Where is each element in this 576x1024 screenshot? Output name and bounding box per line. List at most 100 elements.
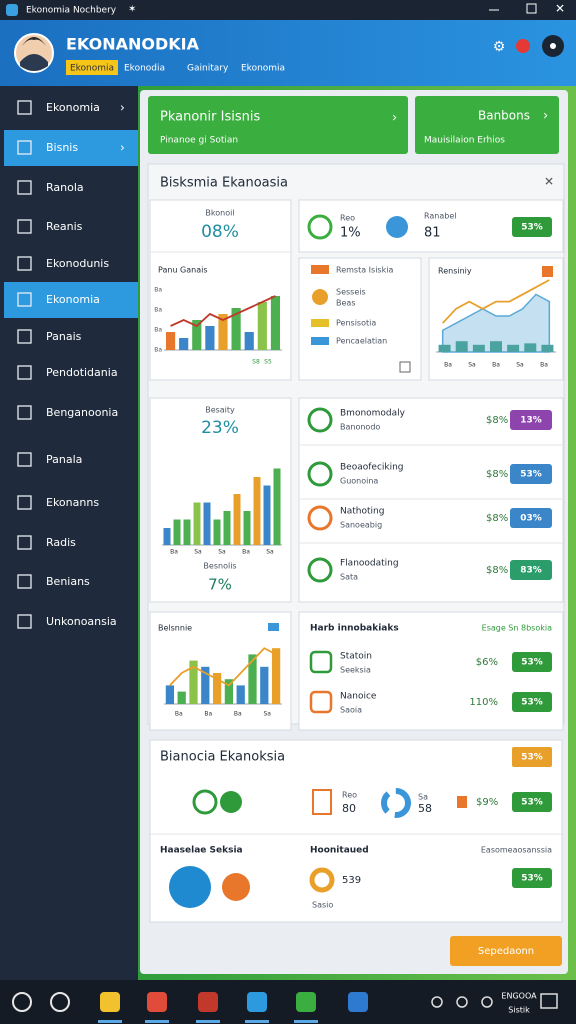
card[interactable]: [415, 96, 559, 154]
row-icon: [307, 407, 333, 433]
sidebar-item[interactable]: Ekonomia: [46, 101, 100, 114]
pill[interactable]: [510, 560, 552, 580]
expand-icon[interactable]: [399, 361, 411, 373]
taskbar-icon[interactable]: [12, 992, 32, 1012]
bar: [212, 673, 222, 704]
sidebar-item[interactable]: Unkonoansia: [46, 615, 117, 628]
sidebar: [0, 86, 138, 980]
taskbar-icon[interactable]: [100, 992, 120, 1012]
taskbar-icon[interactable]: [247, 992, 267, 1012]
pill[interactable]: [512, 747, 552, 767]
sidebar-icon[interactable]: [17, 452, 32, 467]
button-label[interactable]: Sepedaonn: [478, 946, 534, 957]
bar: [192, 320, 202, 350]
pill[interactable]: [512, 217, 552, 237]
x-tick-label: Sa: [266, 549, 274, 556]
pill[interactable]: [512, 652, 552, 672]
settings-icon[interactable]: ⚙: [493, 39, 506, 55]
sidebar-icon[interactable]: [17, 614, 32, 629]
button[interactable]: [450, 936, 562, 966]
list-item: Sesseis: [336, 288, 366, 297]
pill[interactable]: [512, 692, 552, 712]
notification-icon[interactable]: [516, 39, 530, 53]
header-tag[interactable]: Ekonomia: [70, 64, 114, 74]
header-tab[interactable]: Ekonodia: [124, 64, 165, 74]
chart-icon[interactable]: [268, 623, 279, 631]
sidebar-icon[interactable]: [17, 495, 32, 510]
sidebar-item[interactable]: Ekonomia: [46, 293, 100, 306]
tray-icon[interactable]: [456, 996, 468, 1008]
sidebar-item[interactable]: Ekonanns: [46, 496, 99, 509]
sidebar-active[interactable]: [4, 130, 138, 166]
sidebar-item[interactable]: Pendotidania: [46, 366, 118, 379]
header-title: EKONANODKIA: [66, 35, 200, 54]
notification-button[interactable]: [540, 993, 558, 1009]
pill[interactable]: [510, 464, 552, 484]
bar: [472, 344, 485, 352]
sidebar-icon[interactable]: [17, 405, 32, 420]
pill[interactable]: [512, 792, 552, 812]
sidebar-item[interactable]: Benians: [46, 575, 90, 588]
sidebar-active[interactable]: [4, 282, 138, 318]
pin-icon[interactable]: ✶: [128, 4, 136, 15]
bar: [233, 494, 241, 545]
sidebar-item[interactable]: Panala: [46, 453, 82, 466]
sidebar-icon[interactable]: [17, 140, 32, 155]
card-title: Banbons: [478, 109, 530, 123]
sidebar-icon[interactable]: [17, 219, 32, 234]
header-tab[interactable]: Gainitary: [187, 64, 229, 74]
list-icon: [312, 289, 328, 305]
chart-title: Belsnnie: [158, 624, 192, 633]
sidebar-item[interactable]: Radis: [46, 536, 76, 549]
card[interactable]: [148, 96, 408, 154]
icon: [192, 789, 218, 815]
panel-close[interactable]: ✕: [544, 175, 554, 189]
maximize[interactable]: [526, 3, 537, 14]
bar: [218, 314, 228, 350]
row-sub: Seeksia: [340, 666, 371, 675]
header-tag-bg[interactable]: [66, 60, 118, 75]
bar: [165, 685, 175, 704]
pill[interactable]: [510, 410, 552, 430]
sidebar-icon[interactable]: [17, 535, 32, 550]
close[interactable]: ✕: [555, 2, 565, 16]
pill[interactable]: [510, 508, 552, 528]
sidebar-icon[interactable]: [17, 100, 32, 115]
taskbar-icon[interactable]: [50, 992, 70, 1012]
sidebar-arrow[interactable]: ›: [120, 141, 125, 155]
sidebar-item[interactable]: Panais: [46, 330, 82, 343]
row-title: Haaselae Seksia: [160, 846, 243, 856]
sidebar-item[interactable]: Ekonodunis: [46, 257, 109, 270]
row-title: Flanoodating: [340, 559, 399, 569]
sidebar-arrow[interactable]: ›: [120, 101, 125, 115]
taskbar-icon[interactable]: [198, 992, 218, 1012]
sidebar-item[interactable]: Reanis: [46, 220, 83, 233]
header-tab[interactable]: Ekonomia: [241, 64, 285, 74]
tray-icon[interactable]: [431, 996, 443, 1008]
profile-dot: [550, 43, 556, 49]
sidebar-icon[interactable]: [17, 256, 32, 271]
stat-label: Sasio: [312, 901, 333, 910]
chart-icon[interactable]: [542, 266, 553, 277]
tray-icon[interactable]: [481, 996, 493, 1008]
sidebar-item[interactable]: Ranola: [46, 181, 84, 194]
bar: [179, 338, 189, 350]
taskbar-icon[interactable]: [147, 992, 167, 1012]
card-arrow[interactable]: ›: [392, 111, 397, 126]
pill[interactable]: [512, 868, 552, 888]
chart-title: Rensiniy: [438, 267, 472, 276]
sidebar-icon[interactable]: [17, 292, 32, 307]
taskbar-icon[interactable]: [348, 992, 368, 1012]
sidebar-icon[interactable]: [17, 574, 32, 589]
x-tick-label: Ba: [540, 362, 548, 369]
sidebar-item[interactable]: Bisnis: [46, 141, 78, 154]
card-arrow[interactable]: ›: [543, 109, 548, 124]
sidebar-item[interactable]: Benganoonia: [46, 406, 118, 419]
row-title: Hoonitaued: [310, 846, 369, 856]
sidebar-icon[interactable]: [17, 365, 32, 380]
sidebar-icon[interactable]: [17, 180, 32, 195]
chart-title: Panu Ganais: [158, 266, 208, 275]
taskbar-icon[interactable]: [296, 992, 316, 1012]
sidebar-icon[interactable]: [17, 329, 32, 344]
